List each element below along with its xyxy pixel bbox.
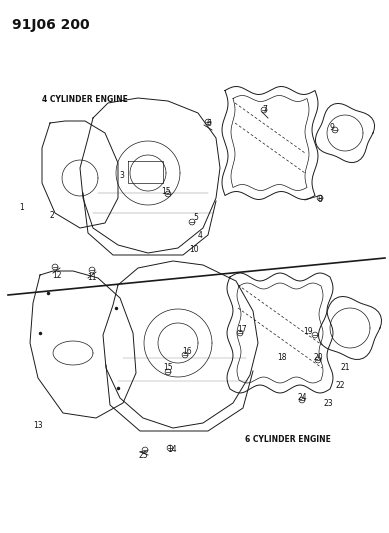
Text: 12: 12 <box>52 271 62 279</box>
Text: 10: 10 <box>189 246 199 254</box>
Text: 15: 15 <box>161 188 171 197</box>
Text: 4 CYLINDER ENGINE: 4 CYLINDER ENGINE <box>42 95 128 104</box>
Text: 21: 21 <box>340 364 350 373</box>
Text: 2: 2 <box>50 211 54 220</box>
Text: 5: 5 <box>194 214 198 222</box>
Text: 6 CYLINDER ENGINE: 6 CYLINDER ENGINE <box>245 435 331 444</box>
Text: 19: 19 <box>303 327 313 336</box>
Text: 7: 7 <box>263 106 267 115</box>
Text: 1: 1 <box>19 203 25 212</box>
Text: 91J06 200: 91J06 200 <box>12 18 89 32</box>
Text: 18: 18 <box>277 353 287 362</box>
Text: 17: 17 <box>237 326 247 335</box>
Text: 20: 20 <box>313 353 323 362</box>
Text: 24: 24 <box>297 393 307 402</box>
Text: 9: 9 <box>329 124 335 133</box>
Text: 25: 25 <box>138 450 148 459</box>
Text: 8: 8 <box>318 196 322 205</box>
Text: 23: 23 <box>323 399 333 408</box>
Text: 14: 14 <box>167 446 177 455</box>
Text: 6: 6 <box>207 118 212 127</box>
Text: 4: 4 <box>198 230 202 239</box>
Text: 3: 3 <box>119 171 124 180</box>
Text: 11: 11 <box>87 273 97 282</box>
Text: 13: 13 <box>33 421 43 430</box>
Text: 22: 22 <box>335 381 345 390</box>
Text: 15: 15 <box>163 364 173 373</box>
Text: 16: 16 <box>182 348 192 357</box>
